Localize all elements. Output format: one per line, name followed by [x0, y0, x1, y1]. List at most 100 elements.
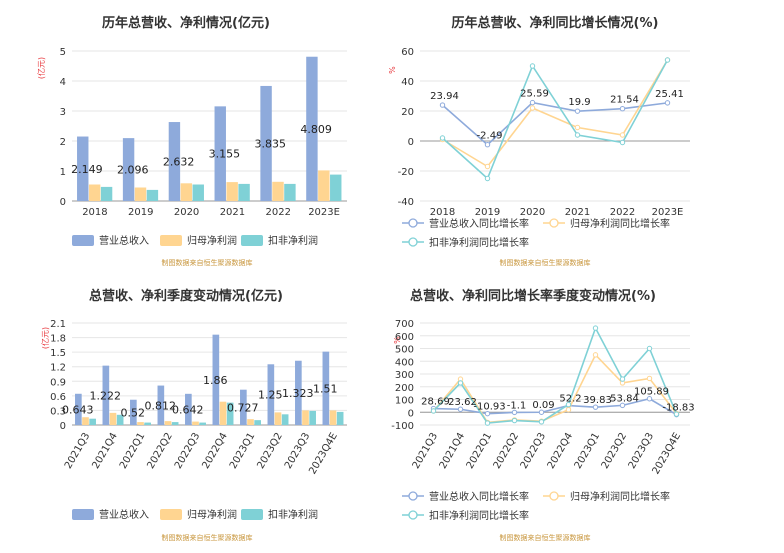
data-label: 25.59 [520, 89, 549, 100]
y-tick-label: 1 [60, 167, 66, 178]
bar-net-profit [272, 181, 284, 201]
legend-swatch-net-profit [160, 235, 182, 246]
data-label: 1.86 [203, 374, 228, 387]
data-label: 0.09 [532, 400, 554, 411]
line-series-deducted-profit [441, 59, 669, 180]
bar-deducted-profit [284, 183, 296, 201]
data-label: 1.25 [258, 389, 283, 402]
x-tick-label: 2023Q1 [573, 431, 602, 471]
y-tick-label: 0 [408, 408, 414, 419]
x-tick-label: 2021Q3 [411, 431, 440, 471]
source-note: 制图数据来自恒生聚源数据库 [500, 258, 591, 267]
data-label: 3.835 [255, 137, 287, 150]
y-tick-label: 2.1 [50, 319, 66, 330]
chart-title: 总营收、净利同比增长率季度变动情况(%) [410, 288, 656, 304]
x-tick-label: 2023Q1 [228, 431, 257, 471]
legend-label: 扣非净利润同比增长率 [429, 236, 529, 249]
x-tick-label: 2022Q3 [519, 431, 548, 471]
point-revenue [484, 410, 491, 417]
legend-label: 营业总收入同比增长率 [429, 490, 529, 503]
bar-net-profit [137, 422, 144, 425]
x-tick-label: 2022Q1 [465, 431, 494, 471]
legend-label: 归母净利润 [187, 234, 237, 247]
bar-revenue [102, 365, 110, 425]
data-label: 105.89 [634, 387, 669, 398]
data-label: 0.52 [121, 406, 146, 419]
legend-label: 归母净利润同比增长率 [570, 490, 670, 503]
bar-deducted-profit [199, 422, 206, 425]
data-label: 23.62 [448, 397, 477, 408]
point-deducted-profit [484, 420, 491, 426]
data-label: 1.222 [90, 389, 122, 402]
y-tick-label: 0.9 [50, 377, 66, 388]
x-tick-label: 2023Q4E [651, 431, 684, 476]
line-series-deducted-profit [432, 326, 678, 424]
point-deducted-profit [538, 419, 545, 425]
y-tick-label: 40 [401, 77, 414, 88]
point-revenue [592, 404, 599, 410]
bar-deducted-profit [89, 418, 96, 425]
point-revenue [664, 100, 671, 106]
bar-deducted-profit [238, 183, 250, 201]
bar-revenue [185, 393, 192, 425]
data-label: 19.9 [568, 97, 590, 108]
point-deducted-profit [529, 63, 536, 69]
x-tick-label: 2022Q1 [118, 431, 147, 471]
point-deducted-profit [565, 401, 572, 408]
bar-revenue [168, 122, 181, 201]
bar-deducted-profit [330, 174, 342, 201]
bar-revenue [122, 138, 135, 201]
y-tick-label: 300 [395, 370, 414, 381]
bar-net-profit [274, 412, 282, 425]
x-tick-label: 2023Q4E [307, 431, 340, 476]
point-revenue [646, 396, 653, 402]
point-net-profit [646, 375, 653, 382]
data-label: 4.809 [300, 123, 332, 136]
bar-revenue [322, 351, 330, 425]
bar-net-profit [164, 421, 172, 425]
point-deducted-profit [439, 135, 446, 141]
x-tick-label: 2022Q2 [492, 431, 521, 471]
legend-marker-net-profit [549, 491, 559, 501]
bar-net-profit [219, 401, 227, 425]
bar-deducted-profit [192, 184, 204, 201]
legend-label: 扣非净利润 [268, 508, 318, 521]
x-tick-label: 2021Q4 [90, 431, 119, 471]
point-revenue [457, 406, 464, 412]
y-tick-label: 0.6 [50, 392, 66, 403]
point-deducted-profit [457, 380, 464, 386]
data-label: 3.155 [209, 148, 241, 161]
y-tick-label: -40 [398, 197, 414, 208]
bar-deducted-profit [254, 420, 261, 425]
y-tick-label: 0 [60, 197, 66, 208]
point-revenue [439, 102, 446, 108]
point-deducted-profit [511, 417, 518, 424]
y-tick-label: -100 [391, 421, 414, 432]
unit-label: (亿元) [36, 57, 46, 79]
point-net-profit [565, 407, 572, 413]
bar-net-profit [318, 170, 330, 201]
point-deducted-profit [592, 325, 599, 331]
y-tick-label: 200 [395, 383, 414, 394]
y-tick-label: 60 [401, 47, 414, 58]
x-tick-label: 2023Q3 [627, 431, 656, 471]
point-revenue [484, 142, 491, 148]
point-net-profit [619, 132, 626, 138]
legend-marker-deducted-profit [408, 237, 418, 247]
source-note: 制图数据来自恒生聚源数据库 [162, 533, 253, 542]
x-tick-label: 2019 [128, 207, 153, 218]
point-revenue [574, 108, 581, 114]
data-label: 52.2 [559, 394, 581, 405]
bar-revenue [267, 364, 275, 425]
x-tick-label: 2022Q4 [200, 431, 229, 471]
y-tick-label: 500 [395, 345, 414, 356]
legend-swatch-deducted-profit [241, 235, 263, 246]
x-tick-label: 2023E [652, 207, 684, 218]
unit-label: (亿元) [40, 327, 50, 349]
bar-net-profit [247, 419, 254, 425]
line-series-net-profit [432, 353, 678, 424]
bar-revenue [157, 385, 165, 425]
y-tick-label: 2 [60, 137, 66, 148]
legend-label: 扣非净利润同比增长率 [429, 509, 529, 522]
